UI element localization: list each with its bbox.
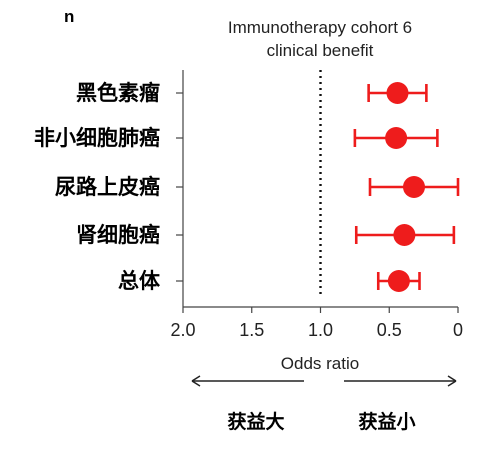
direction-arrow-left (191, 375, 304, 387)
direction-label-left: 获益大 (227, 410, 284, 433)
x-axis-label: Odds ratio (281, 354, 359, 373)
estimate-point-1 (385, 127, 408, 149)
estimate-point-2 (403, 176, 425, 198)
x-tick-label-0: 2.0 (170, 320, 195, 340)
x-tick-label-4: 0 (453, 320, 463, 340)
panel-label: n (64, 7, 74, 26)
estimate-point-3 (393, 224, 416, 246)
estimate-point-4 (387, 270, 410, 292)
direction-arrow-right (344, 375, 457, 387)
category-label-3: 肾细胞癌 (76, 223, 160, 247)
direction-label-right: 获益小 (358, 410, 415, 433)
category-label-4: 总体 (118, 269, 161, 293)
x-tick-label-3: 0.5 (377, 320, 402, 340)
chart-title-line-1: Immunotherapy cohort 6 (228, 18, 412, 37)
category-label-1: 非小细胞肺癌 (34, 126, 160, 150)
category-label-2: 尿路上皮癌 (55, 175, 160, 199)
estimate-point-0 (386, 82, 409, 104)
x-tick-label-1: 1.5 (239, 320, 264, 340)
chart-title-line-2: clinical benefit (267, 41, 374, 60)
x-tick-label-2: 1.0 (308, 320, 333, 340)
category-label-0: 黑色素瘤 (76, 81, 160, 105)
